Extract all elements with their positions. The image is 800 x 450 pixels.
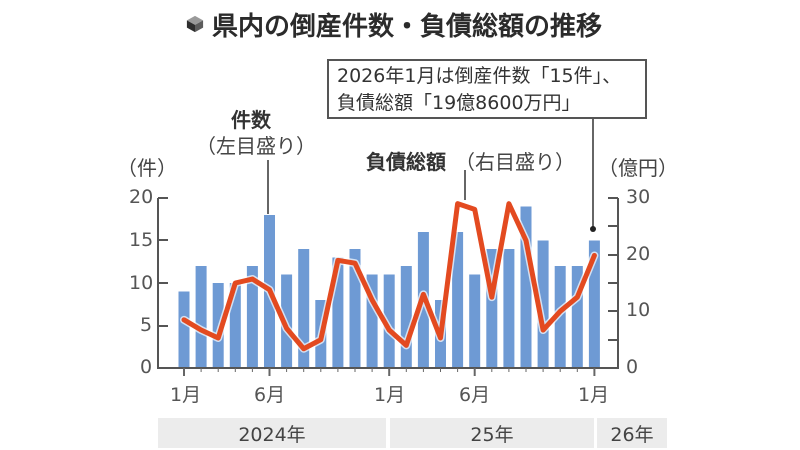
count-bar (349, 249, 361, 368)
left-axis-unit: （件） (117, 156, 177, 180)
cube-icon (186, 15, 204, 33)
x-tick-jan-2026: 1月 (578, 384, 610, 406)
count-bar (246, 266, 258, 368)
count-bar (229, 283, 241, 368)
count-bar (503, 249, 515, 368)
debt-line (181, 201, 597, 352)
right-tick-10: 10 (626, 299, 651, 321)
debt-axis-note: （右目盛り） (455, 150, 575, 174)
x-tick-jan-2024: 1月 (170, 384, 202, 406)
count-bar (400, 266, 412, 368)
count-bar (571, 266, 583, 368)
left-tick-10: 10 (129, 272, 154, 294)
x-tick-jun-2024: 6月 (254, 384, 286, 406)
right-tick-30: 30 (626, 186, 651, 208)
count-bar (537, 240, 549, 368)
right-axis (608, 197, 619, 369)
right-tick-20: 20 (626, 243, 651, 265)
count-bar (383, 274, 395, 368)
count-bar (195, 266, 207, 368)
x-tick-jun-2025: 6月 (459, 384, 491, 406)
callout-dot (590, 226, 596, 232)
count-bar (520, 206, 532, 368)
x-axis-ticks (183, 368, 596, 376)
right-axis-unit: （億円） (598, 156, 678, 180)
callout-line-2: 負債総額「19億8600万円」 (337, 92, 581, 114)
count-series-label: 件数 (231, 108, 271, 132)
year-band-2026: 26年 (597, 418, 667, 448)
right-tick-0: 0 (626, 356, 639, 378)
annotation-callout: 2026年1月は倒産件数「15件」、 負債総額「19億8600万円」 (327, 59, 647, 119)
chart-title-text: 県内の倒産件数・負債総額の推移 (212, 11, 603, 42)
chart-title: 県内の倒産件数・負債総額の推移 (186, 6, 602, 42)
count-bar (332, 257, 344, 368)
count-axis-note: （左目盛り） (196, 134, 316, 158)
count-bar (469, 274, 481, 368)
left-tick-20: 20 (129, 186, 154, 208)
x-tick-jan-2025: 1月 (374, 384, 406, 406)
count-bar (588, 240, 600, 368)
count-bar (178, 291, 190, 368)
year-band-2024: 2024年 (158, 418, 386, 448)
left-tick-15: 15 (129, 229, 154, 251)
left-axis (157, 197, 168, 369)
count-bar (298, 249, 310, 368)
callout-line-1: 2026年1月は倒産件数「15件」、 (337, 65, 622, 87)
debt-series-label: 負債総額 (366, 150, 446, 174)
count-bar (486, 249, 498, 368)
count-bar (452, 232, 464, 368)
year-band-2025: 25年 (390, 418, 594, 448)
left-tick-5: 5 (140, 314, 153, 336)
left-tick-0: 0 (140, 356, 153, 378)
count-bar (366, 274, 378, 368)
